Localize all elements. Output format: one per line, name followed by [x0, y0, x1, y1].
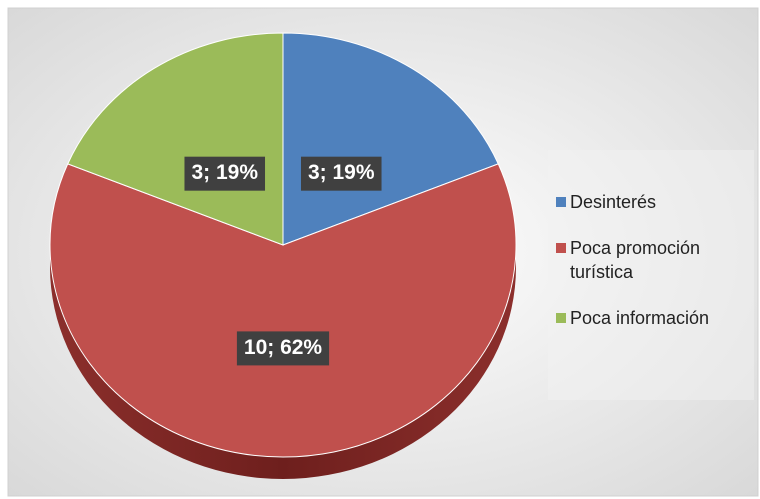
- legend-swatch: [556, 243, 566, 253]
- data-label: 3; 19%: [308, 161, 375, 184]
- legend-label: Desinterés: [570, 192, 657, 212]
- legend-label: Poca información: [570, 308, 710, 328]
- legend-item: Poca promoción turística: [556, 236, 726, 284]
- legend-label: Poca promoción turística: [570, 238, 701, 282]
- data-label-box: [300, 156, 382, 191]
- pie-slice: [67, 32, 284, 246]
- data-label: 10; 62%: [244, 336, 323, 359]
- legend-area: [548, 150, 754, 400]
- legend-swatch: [556, 197, 566, 207]
- data-label-box: [236, 331, 330, 366]
- data-label-box: [184, 156, 266, 191]
- pie-slice: [282, 32, 499, 246]
- legend-item: Poca información: [556, 306, 726, 330]
- legend-item: Desinterés: [556, 190, 726, 214]
- pie-slice: [49, 163, 517, 458]
- legend: Desinterés Poca promoción turística Poca i…: [556, 190, 726, 352]
- data-label: 3; 19%: [191, 161, 258, 184]
- legend-swatch: [556, 313, 566, 323]
